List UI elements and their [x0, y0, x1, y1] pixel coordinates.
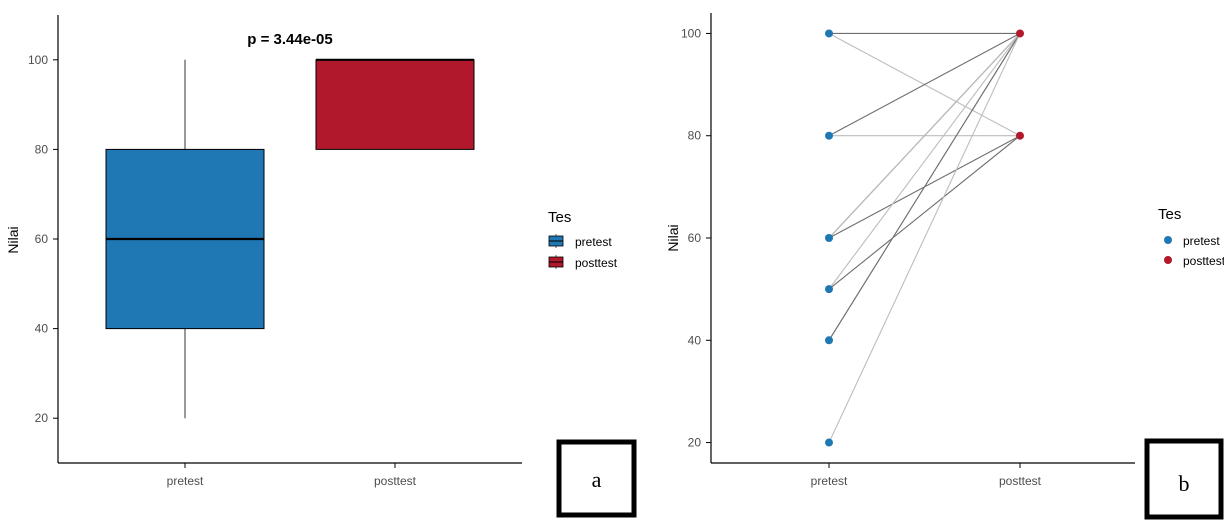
panel-a-y-tick-label: 60 — [35, 232, 49, 246]
panel-a-p-value: p = 3.44e-05 — [247, 31, 332, 48]
point-posttest — [1016, 131, 1024, 140]
pair-line — [828, 32, 1021, 137]
panel-a-axis-ticks: 20 40 60 80 100 pretest posttest — [28, 53, 417, 488]
panel-b-legend-dot-posttest — [1164, 256, 1172, 264]
pair-line — [828, 135, 1021, 290]
pair-line — [828, 33, 1021, 290]
panel-a-legend-label-pretest: pretest — [575, 235, 612, 249]
panel-b-y-tick-label: 100 — [681, 26, 701, 40]
panel-a-y-tick-label: 40 — [35, 322, 49, 336]
point-posttest — [1016, 29, 1024, 38]
panel-a-boxes — [105, 58, 475, 419]
panel-b-y-axis-title: Nilai — [665, 224, 681, 251]
panel-b-pair-lines — [828, 32, 1021, 443]
panel-b-y-tick-label: 20 — [688, 436, 702, 450]
panel-b-legend-label-pretest: pretest — [1183, 234, 1220, 248]
panel-b-y-tick-label: 40 — [688, 333, 702, 347]
panel-b-axis-ticks: 20 40 60 80 100 pretest posttest — [681, 26, 1042, 488]
panel-b-points — [825, 29, 1024, 447]
panel-b-x-tick-label-pretest: pretest — [811, 474, 848, 488]
panel-a-y-axis-title: Nilai — [5, 226, 21, 253]
pair-line — [828, 33, 1021, 443]
panel-label-a: a — [592, 467, 602, 492]
pair-line — [828, 33, 1021, 341]
panel-b-y-tick-label: 60 — [688, 231, 702, 245]
panel-a-legend: Tes pretest posttest — [548, 209, 618, 270]
panel-a-y-tick-label: 80 — [35, 142, 49, 156]
panel-b-legend: Tes pretest posttest — [1158, 206, 1224, 268]
panel-b-legend-dot-pretest — [1164, 236, 1172, 244]
point-pretest — [825, 336, 833, 345]
panel-a-legend-key-pretest — [548, 234, 564, 248]
panel-b-y-tick-label: 80 — [688, 129, 702, 143]
panel-a-x-tick-label-pretest: pretest — [167, 474, 204, 488]
point-pretest — [825, 438, 833, 447]
panel-a-legend-title: Tes — [548, 209, 571, 226]
panel-label-b: b — [1179, 471, 1190, 496]
pair-line — [828, 33, 1021, 239]
panel-a-y-tick-label: 20 — [35, 411, 49, 425]
panel-a-legend-key-posttest — [548, 255, 564, 269]
panel-a-boxplot: Nilai p = 3.44e-05 20 40 60 80 100 pretest pos… — [5, 15, 522, 488]
panel-a-x-tick-label-posttest: posttest — [374, 474, 417, 488]
panel-a-y-tick-label: 100 — [28, 53, 48, 67]
panel-b-legend-title: Tes — [1158, 206, 1181, 223]
point-pretest — [825, 234, 833, 242]
point-pretest — [825, 131, 833, 140]
panel-b-legend-label-posttest: posttest — [1183, 254, 1224, 268]
panel-label-a-box: a — [556, 439, 637, 518]
panel-a-legend-label-posttest: posttest — [575, 256, 618, 270]
panel-b-paired-plot: Nilai 20 40 60 80 100 pretest posttest — [665, 13, 1135, 488]
point-pretest — [825, 285, 833, 294]
point-pretest — [825, 29, 833, 38]
panel-b-x-tick-label-posttest: posttest — [999, 474, 1042, 488]
box-posttest — [315, 59, 475, 150]
panel-label-b-box: b — [1144, 438, 1224, 520]
